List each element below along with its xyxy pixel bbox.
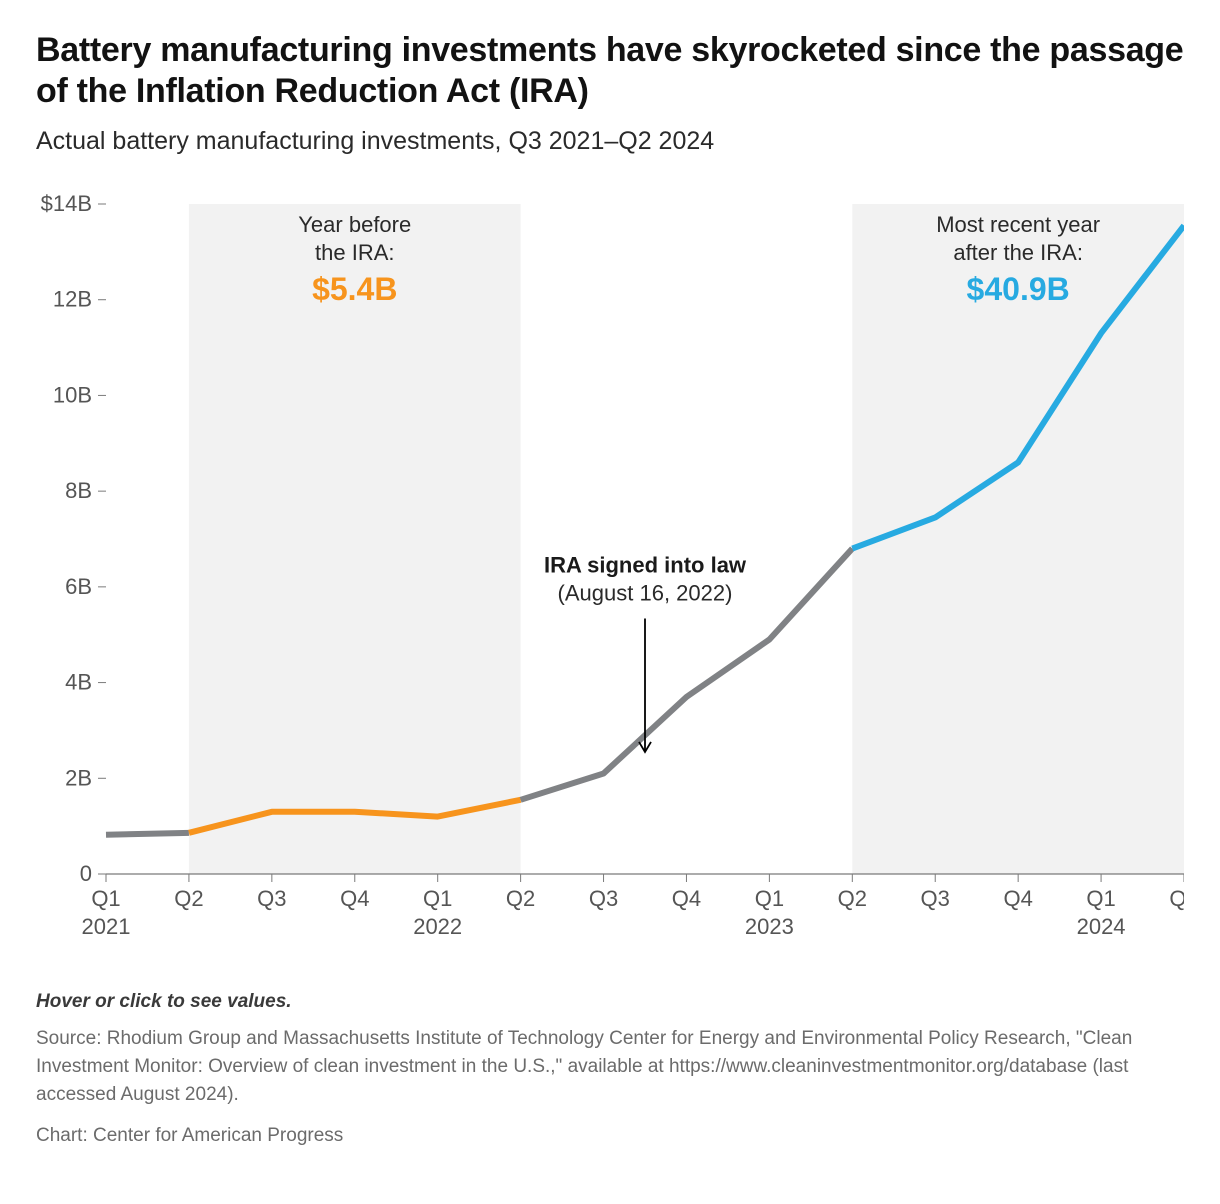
- annotation-after-line1: Most recent year: [936, 212, 1100, 237]
- x-axis-quarter-label: Q3: [257, 886, 286, 911]
- hover-hint: Hover or click to see values.: [36, 988, 1184, 1016]
- x-axis-quarter-label: Q1: [755, 886, 784, 911]
- line-segment-0[interactable]: [106, 833, 189, 835]
- x-axis-quarter-label: Q2: [1169, 886, 1184, 911]
- x-axis-quarter-label: Q1: [91, 886, 120, 911]
- x-axis-year-label: 2022: [413, 914, 462, 939]
- chart-container: 0 2B 4B 6B 8B 10B 12B $14B Q1 2021 Q2 Q3 Q4 Q1 2022 Q2 Q…: [36, 184, 1184, 954]
- page-subtitle: Actual battery manufacturing investments…: [36, 127, 1184, 156]
- annotation-before-line1: Year before: [298, 212, 411, 237]
- annotation-before-line2: the IRA:: [315, 240, 394, 265]
- x-axis-quarter-label: Q3: [921, 886, 950, 911]
- annotation-after-value: $40.9B: [967, 271, 1070, 307]
- source-text: Source: Rhodium Group and Massachusetts …: [36, 1025, 1184, 1108]
- x-axis-year-label: 2021: [82, 914, 131, 939]
- x-axis-quarter-label: Q4: [1003, 886, 1032, 911]
- x-axis-quarter-label: Q2: [506, 886, 535, 911]
- y-axis-label: 10B: [53, 382, 92, 407]
- page-title: Battery manufacturing investments have s…: [36, 30, 1184, 113]
- y-axis-label: 4B: [65, 670, 92, 695]
- ira-event-line2: (August 16, 2022): [558, 580, 733, 605]
- ira-event-line1: IRA signed into law: [544, 552, 747, 577]
- x-axis-year-label: 2023: [745, 914, 794, 939]
- y-axis-label: $14B: [41, 191, 92, 216]
- x-axis-quarter-label: Q4: [672, 886, 701, 911]
- x-axis-quarter-label: Q2: [174, 886, 203, 911]
- annotation-before-value: $5.4B: [312, 271, 397, 307]
- y-axis-label: 12B: [53, 287, 92, 312]
- y-axis-label: 6B: [65, 574, 92, 599]
- chart-footer: Hover or click to see values. Source: Rh…: [36, 988, 1184, 1150]
- battery-investment-line-chart[interactable]: 0 2B 4B 6B 8B 10B 12B $14B Q1 2021 Q2 Q3 Q4 Q1 2022 Q2 Q…: [36, 184, 1184, 954]
- x-axis-quarter-label: Q1: [423, 886, 452, 911]
- x-axis-quarter-label: Q1: [1086, 886, 1115, 911]
- y-axis-label: 2B: [65, 765, 92, 790]
- y-axis-label: 0: [80, 861, 92, 886]
- x-axis-quarter-label: Q4: [340, 886, 369, 911]
- x-axis-year-label: 2024: [1077, 914, 1126, 939]
- chart-credit: Chart: Center for American Progress: [36, 1122, 1184, 1150]
- y-axis-label: 8B: [65, 478, 92, 503]
- x-axis-quarter-label: Q2: [838, 886, 867, 911]
- annotation-after-line2: after the IRA:: [953, 240, 1083, 265]
- x-axis-quarter-label: Q3: [589, 886, 618, 911]
